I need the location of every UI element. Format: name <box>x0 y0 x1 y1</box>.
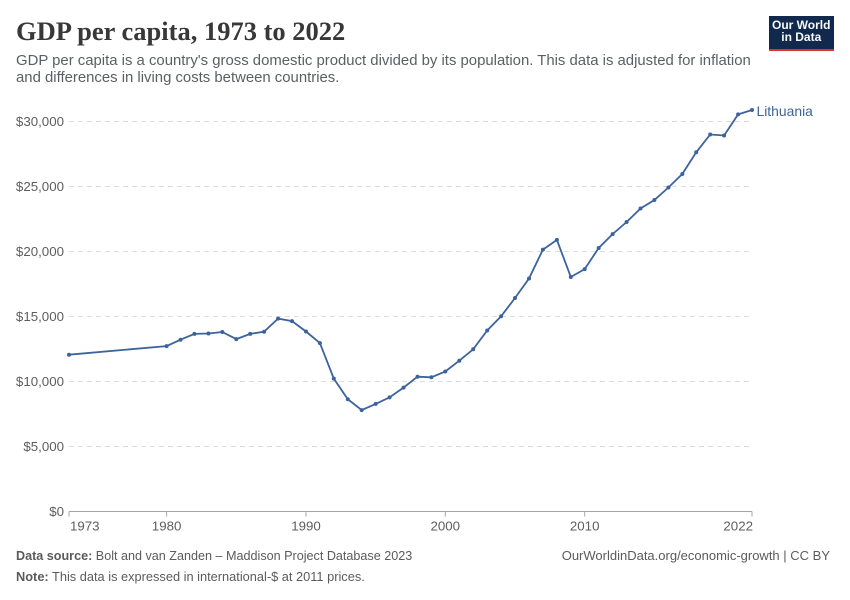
svg-text:1980: 1980 <box>152 519 182 534</box>
svg-text:1973: 1973 <box>70 519 100 534</box>
svg-text:$30,000: $30,000 <box>16 114 64 129</box>
svg-text:2000: 2000 <box>431 519 461 534</box>
svg-text:$0: $0 <box>49 504 64 519</box>
svg-text:1990: 1990 <box>291 519 321 534</box>
svg-text:$5,000: $5,000 <box>23 439 64 454</box>
svg-text:Lithuania: Lithuania <box>757 103 814 119</box>
svg-text:$20,000: $20,000 <box>16 244 64 259</box>
svg-text:$25,000: $25,000 <box>16 179 64 194</box>
svg-text:2022: 2022 <box>723 519 753 534</box>
svg-text:$15,000: $15,000 <box>16 309 64 324</box>
svg-text:$10,000: $10,000 <box>16 374 64 389</box>
svg-text:2010: 2010 <box>570 519 600 534</box>
